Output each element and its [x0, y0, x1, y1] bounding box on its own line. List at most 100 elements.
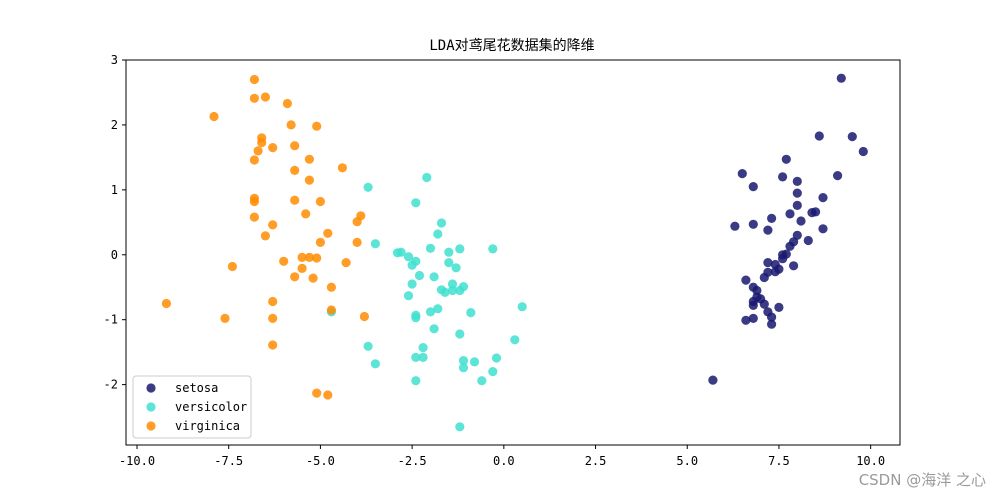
x-tick-label: -2.5	[398, 454, 427, 468]
versicolor-point	[403, 291, 414, 301]
virginica-point	[315, 237, 325, 247]
virginica-point	[323, 390, 333, 400]
versicolor-legend-marker	[146, 402, 156, 412]
y-tick-label: 3	[111, 53, 118, 67]
virginica-point	[268, 296, 278, 307]
versicolor-point	[411, 352, 421, 362]
versicolor-point	[370, 239, 380, 249]
legend: setosa versicolor virginica	[132, 375, 252, 439]
versicolor-point	[433, 229, 443, 239]
setosa-point	[836, 73, 846, 83]
versicolor-point	[444, 258, 454, 268]
virginica-point	[323, 228, 333, 238]
setosa-point	[818, 193, 828, 203]
versicolor-point	[455, 329, 465, 339]
setosa-point	[763, 225, 773, 235]
versicolor-point	[429, 272, 439, 282]
setosa-point	[781, 154, 791, 164]
x-tick-label: -5.0	[306, 454, 335, 468]
versicolor-point	[436, 218, 447, 228]
y-tick-label: -1	[104, 313, 118, 327]
setosa-point	[847, 132, 857, 142]
watermark-text: CSDN @海洋 之心	[858, 471, 986, 489]
versicolor-point	[458, 356, 469, 366]
versicolor-point	[403, 252, 414, 262]
virginica-point	[227, 261, 237, 272]
versicolor-point	[488, 367, 498, 377]
setosa-point	[767, 319, 777, 329]
versicolor-point	[411, 198, 421, 208]
setosa-point	[789, 261, 799, 271]
setosa-point	[748, 182, 758, 192]
virginica-legend-label: virginica	[175, 419, 240, 433]
data-points	[161, 73, 868, 432]
virginica-point	[282, 98, 292, 109]
setosa-point	[785, 241, 795, 251]
legend-box	[132, 375, 252, 439]
virginica-point	[312, 388, 322, 398]
virginica-point	[249, 196, 259, 207]
virginica-point	[290, 165, 300, 175]
versicolor-point	[491, 353, 502, 363]
virginica-point	[279, 256, 289, 266]
y-tick-label: 0	[111, 248, 118, 262]
versicolor-point	[407, 279, 417, 289]
x-tick-label: 7.5	[768, 454, 790, 468]
setosa-point	[759, 272, 769, 283]
virginica-point	[301, 209, 311, 219]
x-tick-label: 5.0	[676, 454, 698, 468]
setosa-point	[748, 313, 758, 323]
virginica-point	[337, 163, 347, 173]
virginica-point	[286, 120, 296, 130]
versicolor-point	[425, 243, 436, 253]
setosa-point	[770, 267, 780, 277]
setosa-point	[785, 209, 795, 219]
setosa-point	[741, 275, 751, 285]
versicolor-legend-label: versicolor	[175, 400, 247, 414]
axis-ticks: -10.0 -7.5 -5.0 -2.5 0.0 2.5 5.0 7.5 10.0 -2 -1 0 1 2…	[104, 53, 886, 468]
setosa-point	[737, 169, 747, 179]
y-tick-label: -2	[104, 378, 118, 392]
versicolor-point	[455, 244, 465, 254]
virginica-point	[315, 196, 325, 207]
virginica-legend-marker	[146, 421, 156, 431]
virginica-point	[352, 237, 362, 247]
x-tick-label: 0.0	[493, 454, 515, 468]
setosa-point	[796, 216, 806, 226]
setosa-point	[767, 213, 777, 223]
virginica-point	[161, 298, 171, 309]
virginica-point	[209, 111, 219, 122]
setosa-point	[778, 172, 788, 182]
versicolor-point	[425, 307, 436, 317]
y-tick-label: 2	[111, 118, 118, 132]
virginica-point	[326, 282, 336, 292]
virginica-point	[268, 340, 278, 350]
virginica-point	[304, 154, 314, 164]
versicolor-point	[433, 304, 443, 314]
versicolor-point	[414, 270, 425, 281]
setosa-point	[763, 258, 773, 268]
setosa-point	[792, 176, 802, 186]
setosa-point	[792, 188, 802, 198]
virginica-point	[290, 195, 300, 205]
setosa-point	[778, 254, 788, 264]
virginica-point	[308, 273, 318, 283]
versicolor-point	[418, 343, 428, 353]
virginica-point	[304, 175, 314, 185]
setosa-point	[774, 302, 784, 312]
virginica-point	[220, 313, 230, 323]
virginica-point	[268, 313, 278, 323]
virginica-point	[290, 272, 300, 282]
virginica-point	[268, 143, 278, 153]
setosa-point	[814, 131, 824, 141]
versicolor-point	[363, 182, 373, 192]
versicolor-point	[363, 341, 373, 351]
virginica-point	[359, 311, 369, 322]
setosa-point	[759, 299, 769, 309]
virginica-point	[253, 146, 263, 156]
versicolor-point	[429, 324, 439, 334]
virginica-point	[297, 263, 307, 273]
virginica-point	[312, 253, 322, 263]
virginica-point	[260, 92, 270, 102]
setosa-point	[767, 312, 777, 322]
